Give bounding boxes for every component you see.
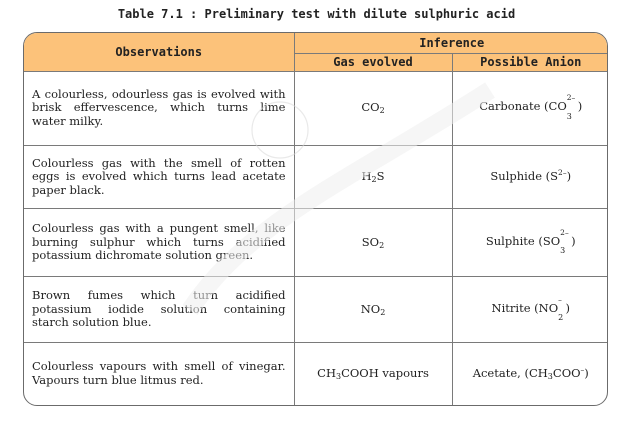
observation-cell: Colourless vapours with smell of vinegar…: [24, 341, 295, 405]
table-row: A colourless, odourless gas is evolved w…: [24, 70, 607, 146]
anion-cell: Carbonate (CO 2– 3 ): [451, 70, 607, 146]
table-row: Brown fumes which turn acidified potassi…: [24, 276, 607, 343]
data-table: Observations Inference Gas evolved Possi…: [23, 32, 608, 406]
table-row: Colourless vapours with smell of vinegar…: [24, 341, 607, 405]
anion-cell: Sulphite (SO 2– 3 ): [451, 208, 607, 278]
gas-cell: CO2: [293, 70, 453, 146]
header-gas-evolved: Gas evolved: [294, 52, 453, 72]
observation-cell: Colourless gas with a pungent smell, lik…: [24, 208, 295, 278]
observation-cell: Colourless gas with the smell of rotten …: [24, 144, 295, 210]
gas-cell: H2S: [293, 144, 453, 210]
table-row: Colourless gas with a pungent smell, lik…: [24, 208, 607, 278]
anion-cell: Sulphide (S2–): [451, 144, 607, 210]
gas-cell: CH3COOH vapours: [293, 341, 453, 405]
header-possible-anion: Possible Anion: [451, 52, 607, 72]
header-observations: Observations: [24, 33, 295, 72]
header-inference: Inference: [293, 33, 607, 54]
anion-cell: Acetate, (CH3COO–): [451, 341, 607, 405]
table-caption: Table 7.1 : Preliminary test with dilute…: [117, 7, 516, 21]
gas-cell: NO2: [293, 276, 453, 343]
observation-cell: A colourless, odourless gas is evolved w…: [24, 70, 295, 146]
gas-cell: SO2: [293, 208, 453, 278]
anion-cell: Nitrite (NO –2 ): [451, 276, 607, 343]
table-row: Colourless gas with the smell of rotten …: [24, 144, 607, 210]
observation-cell: Brown fumes which turn acidified potassi…: [24, 276, 295, 343]
